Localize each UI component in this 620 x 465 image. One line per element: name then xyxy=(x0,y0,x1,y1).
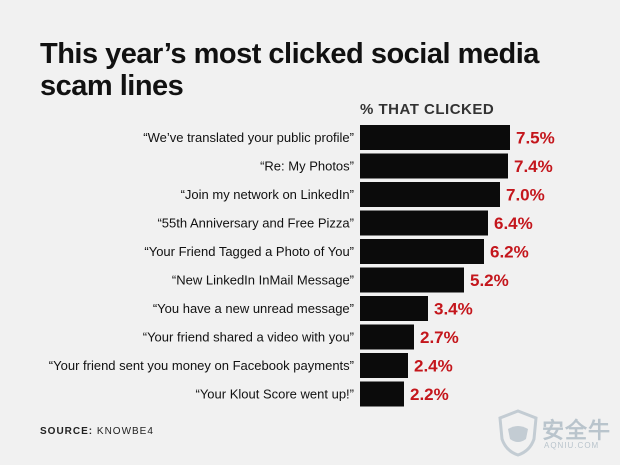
category-label: “Join my network on LinkedIn” xyxy=(181,187,354,202)
value-label: 2.7% xyxy=(420,328,459,347)
category-label: “55th Anniversary and Free Pizza” xyxy=(157,216,354,231)
bar xyxy=(360,239,484,264)
bar xyxy=(360,210,488,236)
value-label: 6.4% xyxy=(494,214,533,233)
value-column-header: % THAT CLICKED xyxy=(360,101,495,118)
bar xyxy=(360,267,464,293)
bar xyxy=(360,324,414,350)
bar xyxy=(360,125,510,150)
category-label: “You have a new unread message” xyxy=(153,301,354,316)
category-label: “We’ve translated your public profile” xyxy=(143,130,354,145)
value-label: 2.4% xyxy=(414,357,453,376)
value-label: 5.2% xyxy=(470,271,509,290)
category-label: “Your friend shared a video with you” xyxy=(143,330,354,345)
value-label: 2.2% xyxy=(410,385,449,404)
value-label: 3.4% xyxy=(434,300,473,319)
value-label: 6.2% xyxy=(490,243,529,262)
value-label: 7.0% xyxy=(506,186,545,205)
watermark: 安全牛 AQNIU.COM xyxy=(494,407,614,459)
watermark-text: 安全牛 xyxy=(542,418,612,443)
source-note: SOURCE: KNOWBE4 xyxy=(40,426,154,437)
bar xyxy=(360,153,508,179)
category-label: “Your Friend Tagged a Photo of You” xyxy=(144,244,354,259)
source-value: KNOWBE4 xyxy=(96,426,154,437)
bar xyxy=(360,296,428,321)
bar xyxy=(360,182,500,207)
chart-title: This year’s most clicked social media sc… xyxy=(40,38,539,102)
bar xyxy=(360,353,408,378)
source-label: SOURCE: xyxy=(40,426,94,437)
value-label: 7.5% xyxy=(516,129,555,148)
value-label: 7.4% xyxy=(514,157,553,176)
category-label: “Re: My Photos” xyxy=(260,159,354,174)
category-label: “Your friend sent you money on Facebook … xyxy=(49,358,354,373)
category-label: “New LinkedIn InMail Message” xyxy=(172,273,354,288)
shield-logo-icon xyxy=(498,409,538,457)
category-label: “Your Klout Score went up!” xyxy=(196,387,355,402)
bar xyxy=(360,381,404,407)
watermark-subtext: AQNIU.COM xyxy=(544,441,600,450)
